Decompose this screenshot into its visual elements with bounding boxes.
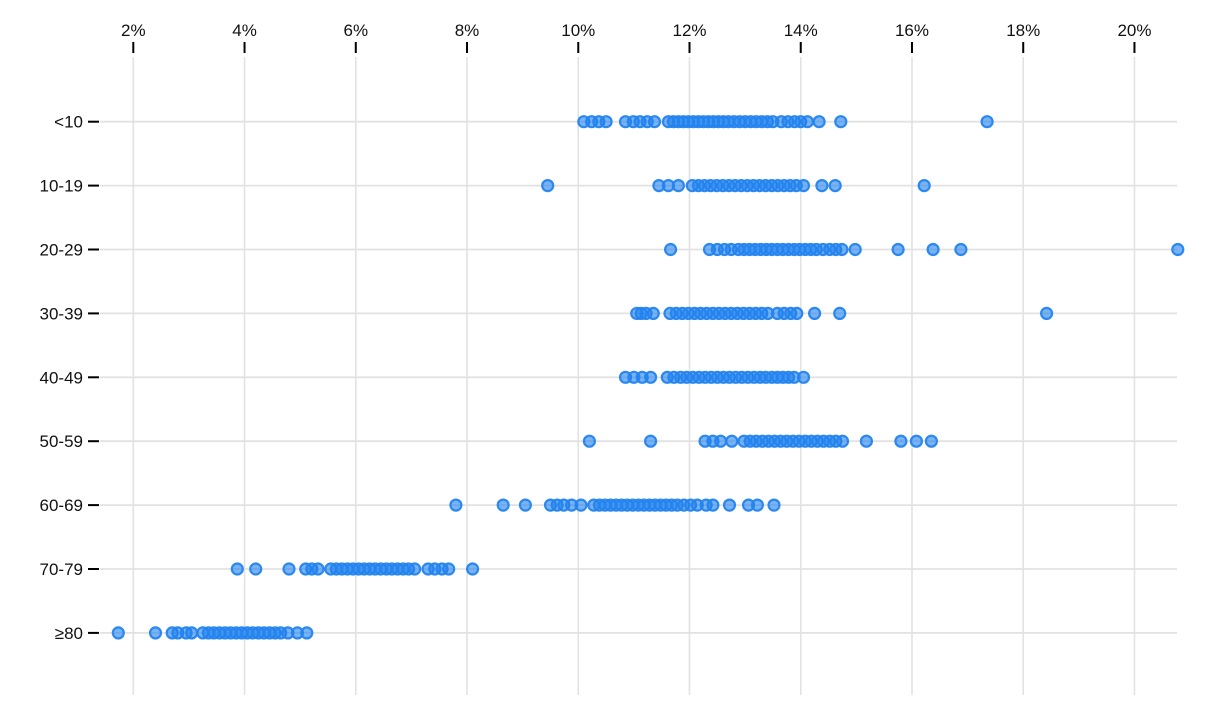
data-point (541, 179, 555, 193)
data-point (706, 498, 720, 512)
x-tick-label: 20% (1117, 21, 1151, 40)
data-point (926, 242, 940, 257)
data-point (800, 115, 815, 129)
data-point (835, 434, 850, 448)
y-category-label: 50-59 (40, 432, 83, 451)
data-point (722, 498, 737, 512)
y-category-label: 10-19 (40, 177, 83, 196)
data-point (909, 434, 924, 448)
data-point (643, 370, 658, 384)
data-point (767, 498, 781, 512)
data-point (807, 306, 822, 320)
data-point (300, 626, 314, 640)
x-tick-label: 10% (561, 21, 595, 40)
data-point (518, 498, 533, 512)
data-point (111, 626, 125, 640)
data-point (834, 115, 848, 129)
data-point (311, 562, 325, 576)
data-point (449, 498, 463, 512)
data-point (1171, 242, 1185, 257)
data-point (812, 115, 826, 129)
x-tick-label: 8% (455, 21, 480, 40)
x-tick-label: 18% (1006, 21, 1040, 40)
data-point (954, 242, 968, 257)
data-point (815, 179, 829, 193)
y-category-label: 40-49 (40, 368, 83, 387)
data-point (647, 115, 662, 129)
data-point (466, 562, 480, 576)
data-point (713, 434, 728, 448)
data-point (980, 115, 994, 129)
y-axis-category-labels: <10 10-19 20-29 30-39 40-49 50-59 60-69 70-79 ≥8… (40, 113, 83, 643)
data-point (496, 498, 510, 512)
data-point (574, 498, 588, 512)
data-point (282, 562, 296, 576)
data-point (859, 434, 874, 448)
data-point (185, 626, 199, 640)
x-axis-tick-labels: 2% 4% 6% 8% 10% 12% 14% 16% 18% 20% (121, 21, 1151, 40)
x-tick-label: 4% (232, 21, 257, 40)
data-point (643, 434, 658, 448)
x-tick-label: 6% (343, 21, 368, 40)
data-point (663, 242, 678, 257)
y-category-label: 30-39 (40, 304, 83, 323)
data-point (1039, 306, 1054, 320)
data-point (917, 179, 931, 193)
data-point (646, 306, 660, 320)
data-point (408, 562, 422, 576)
data-point (230, 562, 244, 576)
data-point (442, 562, 456, 576)
data-point (835, 242, 849, 257)
y-category-label: ≥80 (55, 624, 83, 643)
data-point (599, 115, 613, 129)
data-point (790, 306, 804, 320)
data-point (725, 434, 739, 448)
x-tick-label: 16% (895, 21, 929, 40)
data-points (111, 115, 1185, 640)
data-point (848, 242, 862, 257)
data-point (671, 179, 686, 193)
data-point (894, 434, 908, 448)
data-point (833, 306, 847, 320)
x-axis-ticks (132, 42, 1136, 53)
data-point (582, 434, 597, 448)
y-category-label: 60-69 (40, 496, 83, 515)
data-point (796, 179, 811, 193)
data-point (249, 562, 263, 576)
x-tick-label: 2% (121, 21, 146, 40)
y-category-label: 20-29 (40, 241, 83, 260)
data-point (750, 498, 765, 512)
x-tick-label: 12% (672, 21, 706, 40)
x-tick-label: 14% (784, 21, 818, 40)
data-point (891, 242, 905, 257)
data-point (828, 179, 842, 193)
y-category-label: <10 (54, 113, 83, 132)
data-point (148, 626, 163, 640)
y-axis-ticks (88, 120, 99, 634)
data-point (796, 370, 811, 384)
y-category-label: 70-79 (40, 560, 83, 579)
data-point (924, 434, 939, 448)
